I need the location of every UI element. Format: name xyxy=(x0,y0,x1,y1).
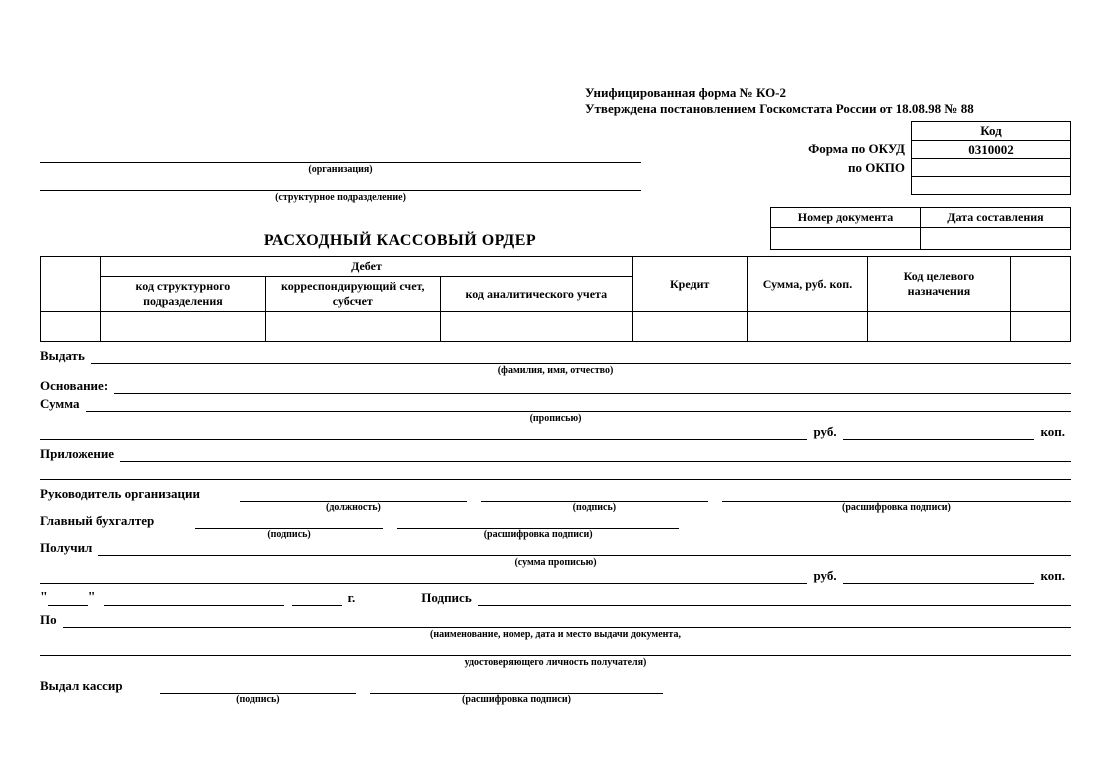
osnovanie-line xyxy=(114,380,1071,394)
numdate-table: Номер документа Дата составления xyxy=(770,207,1071,250)
val-6 xyxy=(747,312,868,342)
po-line2 xyxy=(40,642,1071,656)
date-day xyxy=(48,592,88,606)
gb-rassh-line xyxy=(397,515,679,529)
po-caption1: (наименование, номер, дата и место выдач… xyxy=(40,629,1071,640)
rub-unit2: руб. xyxy=(807,568,842,584)
kassir-podpis-line xyxy=(160,680,356,694)
po-line xyxy=(63,614,1071,628)
num-header: Номер документа xyxy=(771,208,921,228)
rassh-caption2: (расшифровка подписи) xyxy=(397,529,679,540)
form-line: Унифицированная форма № КО-2 xyxy=(585,85,1071,101)
osnovanie-label: Основание: xyxy=(40,378,114,394)
kop-unit: коп. xyxy=(1034,424,1071,440)
ruk-podpis-line xyxy=(481,488,708,502)
col-summa: Сумма, руб. коп. xyxy=(747,257,868,312)
date-year xyxy=(292,592,342,606)
glavbuh-label: Главный бухгалтер xyxy=(40,513,195,529)
propisyu-caption: (прописью) xyxy=(40,413,1071,424)
val-2 xyxy=(101,312,265,342)
date-quote-open: " xyxy=(40,590,48,606)
approved-line: Утверждена постановлением Госкомстата Ро… xyxy=(585,101,1071,117)
ruk-label: Руководитель организации xyxy=(40,486,240,502)
val-1 xyxy=(41,312,101,342)
struct-caption: (структурное подразделение) xyxy=(40,192,641,203)
col-korr: корреспондирующий счет, субсчет xyxy=(265,277,440,312)
summa-prop-caption: (сумма прописью) xyxy=(40,557,1071,568)
rub-line xyxy=(40,426,807,440)
col-analit: код аналитического учета xyxy=(440,277,632,312)
struct-line xyxy=(40,177,641,191)
podpis-caption2: (подпись) xyxy=(195,529,383,540)
rassh-caption1: (расшифровка подписи) xyxy=(722,502,1071,513)
dolzhnost-caption: (должность) xyxy=(240,502,467,513)
val-8 xyxy=(1010,312,1070,342)
podpis-caption3: (подпись) xyxy=(160,694,356,705)
val-7 xyxy=(868,312,1010,342)
col-strukt: код структурного подразделения xyxy=(101,277,265,312)
okud-label: Форма по ОКУД xyxy=(40,139,905,158)
kop-line xyxy=(843,426,1035,440)
poluchil-line xyxy=(98,542,1071,556)
prilozhenie-line2 xyxy=(40,466,1071,480)
date-quote-close: " xyxy=(88,590,96,606)
rub-unit: руб. xyxy=(807,424,842,440)
col-debet: Дебет xyxy=(101,257,632,277)
code-column: Код 0310002 xyxy=(911,121,1071,195)
val-4 xyxy=(440,312,632,342)
col-tselevoe: Код целевого назначения xyxy=(868,257,1010,312)
col-kredit: Кредит xyxy=(632,257,747,312)
extra-code-cell xyxy=(912,176,1070,194)
okud-value: 0310002 xyxy=(912,140,1070,158)
document-title: РАСХОДНЫЙ КАССОВЫЙ ОРДЕР xyxy=(40,232,770,250)
summa-line xyxy=(86,398,1071,412)
podpis-caption1: (подпись) xyxy=(481,502,708,513)
date-header: Дата составления xyxy=(921,208,1071,228)
po-label: По xyxy=(40,612,63,628)
date-g: г. xyxy=(342,590,362,606)
main-table: Дебет Кредит Сумма, руб. коп. Код целево… xyxy=(40,256,1071,342)
val-3 xyxy=(265,312,440,342)
num-value xyxy=(771,228,921,250)
okpo-value xyxy=(912,158,1070,176)
kod-header: Код xyxy=(912,122,1070,140)
kassir-rassh-line xyxy=(370,680,664,694)
ruk-dolzhnost-line xyxy=(240,488,467,502)
prilozhenie-line xyxy=(120,448,1071,462)
prilozhenie-label: Приложение xyxy=(40,446,120,462)
kassir-label: Выдал кассир xyxy=(40,678,160,694)
kop-unit2: коп. xyxy=(1034,568,1071,584)
fio-caption: (фамилия, имя, отчество) xyxy=(40,365,1071,376)
rub-line2 xyxy=(40,570,807,584)
poluchil-label: Получил xyxy=(40,540,98,556)
po-caption2: удостоверяющего личность получателя) xyxy=(40,657,1071,668)
col-empty1 xyxy=(41,257,101,312)
date-value xyxy=(921,228,1071,250)
summa-label: Сумма xyxy=(40,396,86,412)
vydat-line xyxy=(91,350,1071,364)
okpo-label: по ОКПО xyxy=(40,158,905,177)
podpis-line-date xyxy=(478,592,1071,606)
date-month xyxy=(104,592,284,606)
rassh-caption3: (расшифровка подписи) xyxy=(370,694,664,705)
gb-podpis-line xyxy=(195,515,383,529)
ruk-rassh-line xyxy=(722,488,1071,502)
vydat-label: Выдать xyxy=(40,348,91,364)
val-5 xyxy=(632,312,747,342)
col-empty2 xyxy=(1010,257,1070,312)
podpis-label: Подпись xyxy=(421,590,477,606)
kop-line2 xyxy=(843,570,1035,584)
